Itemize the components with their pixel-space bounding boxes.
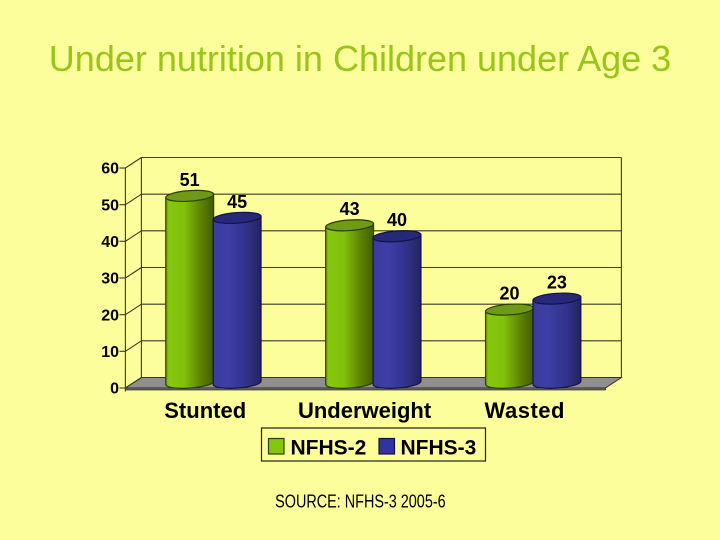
svg-text:SOURCE: NFHS-3 2005-6: SOURCE: NFHS-3 2005-6	[275, 492, 446, 512]
svg-text:45: 45	[227, 192, 247, 212]
svg-text:Underweight: Underweight	[298, 398, 432, 423]
svg-text:NFHS-3: NFHS-3	[401, 437, 477, 460]
svg-text:NFHS-2: NFHS-2	[291, 437, 367, 460]
svg-text:43: 43	[340, 199, 360, 219]
svg-text:Stunted: Stunted	[164, 398, 246, 423]
svg-text:30: 30	[101, 271, 119, 288]
svg-text:40: 40	[387, 210, 407, 230]
svg-text:10: 10	[101, 344, 119, 361]
svg-text:50: 50	[101, 197, 119, 214]
svg-text:40: 40	[101, 234, 119, 251]
svg-text:Wasted: Wasted	[485, 398, 565, 423]
svg-text:0: 0	[110, 381, 119, 398]
svg-text:20: 20	[101, 307, 119, 324]
svg-text:60: 60	[101, 161, 119, 178]
svg-text:51: 51	[180, 170, 200, 190]
svg-text:23: 23	[547, 273, 567, 293]
svg-text:20: 20	[499, 284, 519, 304]
